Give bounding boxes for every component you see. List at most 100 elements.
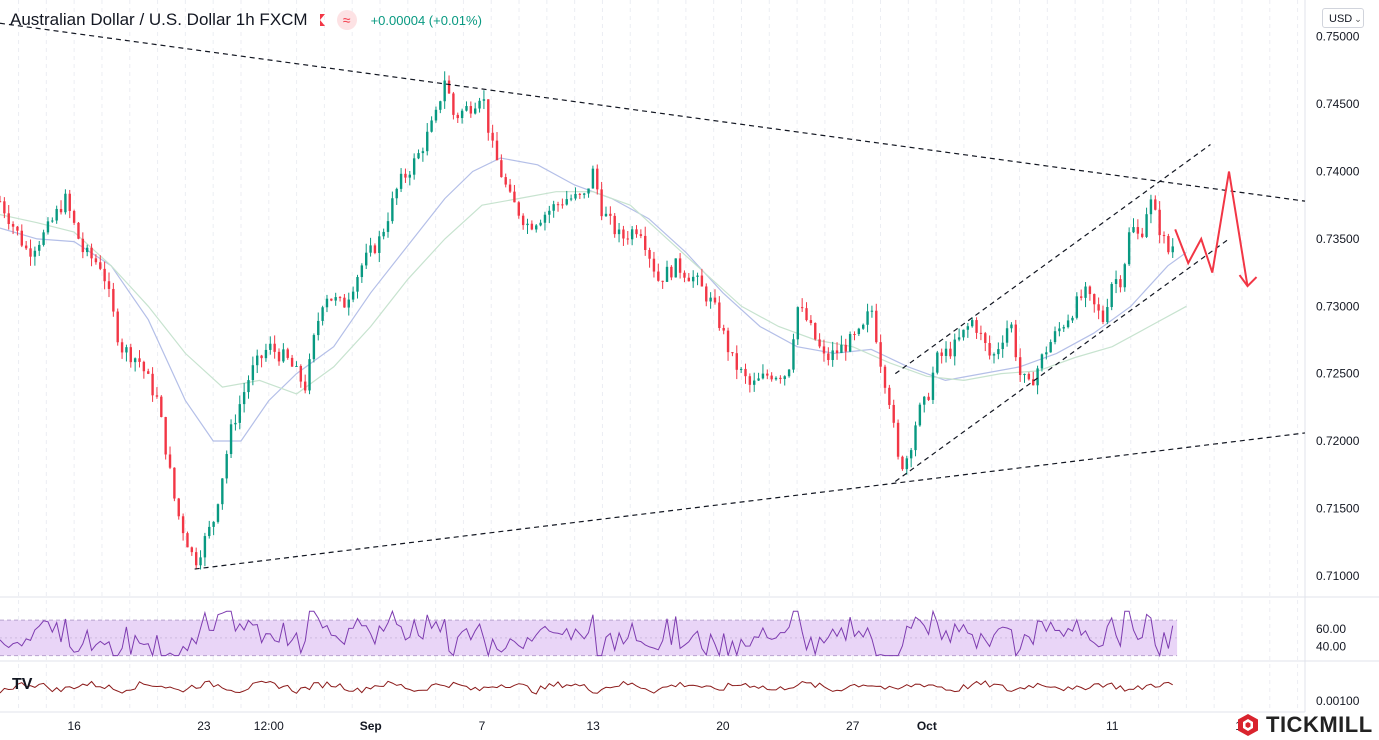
candle-body — [325, 298, 329, 308]
wave-icon[interactable]: ≈ — [336, 10, 357, 30]
candle-body — [539, 222, 542, 226]
candle-body — [20, 230, 23, 246]
candle-body — [312, 335, 316, 360]
candle-body — [229, 424, 233, 455]
candle-body — [94, 258, 98, 263]
candle-body — [866, 311, 869, 325]
candle-body — [753, 380, 756, 385]
logo-wordmark: TICKMILL — [1266, 712, 1373, 737]
candle-body — [700, 275, 704, 287]
candle-body — [426, 131, 429, 152]
candle-body — [308, 359, 311, 391]
candle-body — [11, 224, 15, 227]
candle-body — [661, 280, 664, 282]
rsi-line — [0, 609, 1174, 658]
candle-body — [1023, 373, 1026, 376]
candle-body — [1032, 379, 1035, 386]
candle-body — [630, 229, 634, 240]
price-tick-label: 0.72000 — [1316, 434, 1360, 448]
moving-average-line — [0, 191, 1187, 395]
candle-body — [875, 310, 878, 343]
candle-body — [744, 368, 747, 377]
indicator-tick-label: 0.00100 — [1316, 694, 1360, 708]
candle-body — [81, 238, 85, 253]
candle-body — [997, 349, 1000, 355]
price-tick-label: 0.71500 — [1316, 501, 1360, 515]
candle-body — [160, 396, 163, 418]
atr-line — [0, 680, 1173, 695]
candle-body — [242, 392, 246, 405]
candle-body — [430, 120, 433, 132]
candle-body — [421, 151, 425, 154]
candle-body — [931, 372, 935, 400]
flag-icon[interactable] — [319, 14, 325, 26]
currency-selector[interactable]: USD ⌄ — [1322, 8, 1364, 28]
candle-body — [1088, 286, 1092, 295]
candle-body — [1049, 342, 1052, 353]
candle-body — [360, 265, 364, 278]
candle-body — [495, 140, 499, 161]
candle-body — [809, 320, 813, 323]
candle-body — [779, 377, 782, 380]
candle-body — [565, 199, 568, 205]
price-change: +0.00004 (+0.01%) — [370, 12, 482, 28]
candle-body — [290, 357, 294, 367]
candle-body — [892, 404, 895, 423]
candle-body — [77, 222, 80, 239]
price-tick-label: 0.71000 — [1316, 569, 1360, 583]
candle-body — [29, 248, 32, 257]
candle-body — [33, 250, 37, 257]
candle-body — [299, 366, 303, 382]
candle-body — [1001, 342, 1004, 350]
candle-body — [687, 277, 691, 282]
candle-body — [766, 373, 769, 376]
moving-averages — [0, 157, 1187, 442]
rsi-pane — [0, 609, 1178, 658]
candle-body — [957, 337, 961, 340]
chevron-down-icon: ⌄ — [1354, 14, 1362, 24]
candle-body — [883, 366, 887, 388]
candle-body — [295, 366, 298, 368]
candle-body — [386, 221, 390, 232]
candle-body — [1110, 283, 1113, 308]
candle-body — [181, 516, 185, 534]
candle-body — [574, 193, 577, 199]
symbol-title[interactable]: Australian Dollar / U.S. Dollar 1h FXCM — [10, 10, 308, 29]
candle-body — [303, 381, 307, 391]
candle-body — [1071, 317, 1074, 321]
candle-body — [1093, 294, 1096, 305]
candle-body — [979, 332, 983, 334]
candle-body — [99, 262, 102, 269]
candle-body — [142, 361, 146, 372]
time-tick-label: 13 — [587, 719, 601, 733]
candle-body — [665, 266, 669, 282]
candle-body — [800, 307, 804, 309]
candle-body — [491, 132, 494, 141]
candle-body — [42, 232, 45, 245]
candle-body — [90, 247, 93, 259]
price-axis[interactable]: 0.75000 0.74500 0.74000 0.73500 0.73000 0.725… — [1316, 30, 1360, 708]
candle-body — [0, 201, 2, 203]
candle-body — [792, 339, 795, 370]
candle-body — [1036, 368, 1039, 386]
candle-body — [321, 307, 324, 321]
candle-body — [992, 354, 996, 356]
candle-body — [251, 365, 255, 381]
candle-body — [909, 450, 913, 459]
candle-body — [404, 173, 407, 178]
candle-body — [356, 277, 359, 292]
candle-body — [51, 220, 54, 222]
candle-body — [1079, 296, 1083, 298]
candle-body — [914, 425, 917, 451]
candle-body — [521, 215, 525, 226]
candle-body — [691, 276, 695, 282]
candle-body — [587, 188, 590, 194]
candle-body — [216, 504, 220, 522]
price-tick-label: 0.72500 — [1316, 367, 1360, 381]
candle-body — [796, 307, 800, 340]
price-tick-label: 0.74500 — [1316, 97, 1360, 111]
candle-body — [1167, 236, 1170, 253]
